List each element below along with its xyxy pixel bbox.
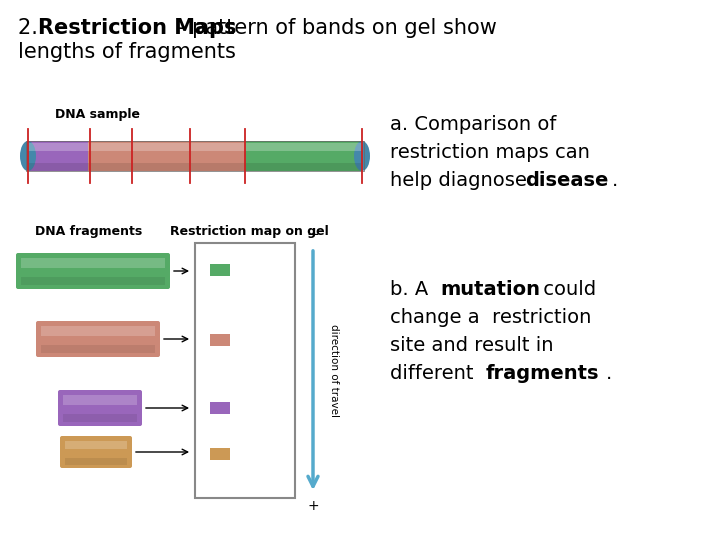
Bar [21, 278, 165, 286]
Text: fragments: fragments [486, 364, 600, 383]
Ellipse shape [20, 141, 36, 171]
Text: change a  restriction: change a restriction [390, 308, 591, 327]
Text: +: + [307, 499, 319, 513]
Text: Restriction Maps: Restriction Maps [38, 18, 236, 38]
Bar [210, 264, 230, 276]
Bar [28, 141, 90, 171]
Text: DNA fragments: DNA fragments [35, 225, 143, 238]
Text: - pattern of bands on gel show: - pattern of bands on gel show [178, 18, 497, 38]
FancyBboxPatch shape [16, 253, 170, 289]
Bar [63, 414, 137, 422]
Text: different: different [390, 364, 480, 383]
Bar [210, 448, 230, 460]
Bar [65, 441, 127, 449]
Text: disease: disease [525, 171, 608, 190]
Text: .: . [612, 171, 618, 190]
Text: b. A: b. A [390, 280, 434, 299]
Bar [41, 326, 155, 335]
Text: direction of travel: direction of travel [329, 324, 339, 417]
Bar [63, 395, 137, 404]
Text: lengths of fragments: lengths of fragments [18, 42, 236, 62]
FancyBboxPatch shape [58, 390, 142, 426]
Bar [88, 141, 245, 171]
Bar [28, 143, 362, 151]
Text: a. Comparison of: a. Comparison of [390, 115, 557, 134]
Bar [195, 243, 295, 498]
Bar [210, 402, 230, 414]
Bar [28, 163, 362, 171]
Bar [245, 141, 362, 171]
Bar [210, 334, 230, 346]
Bar [26, 141, 364, 171]
Text: help diagnose: help diagnose [390, 171, 533, 190]
Bar [65, 457, 127, 464]
Text: site and result in: site and result in [390, 336, 554, 355]
Bar [41, 346, 155, 353]
Bar [90, 141, 132, 171]
Text: restriction maps can: restriction maps can [390, 143, 590, 162]
FancyBboxPatch shape [36, 321, 160, 357]
Text: mutation: mutation [440, 280, 540, 299]
Text: DNA sample: DNA sample [55, 108, 140, 121]
Text: −: − [307, 227, 320, 242]
Text: 2.: 2. [18, 18, 45, 38]
Text: Restriction map on gel: Restriction map on gel [170, 225, 329, 238]
Text: .: . [606, 364, 612, 383]
Text: could: could [537, 280, 596, 299]
FancyBboxPatch shape [60, 436, 132, 468]
Bar [21, 258, 165, 268]
Ellipse shape [354, 141, 370, 171]
